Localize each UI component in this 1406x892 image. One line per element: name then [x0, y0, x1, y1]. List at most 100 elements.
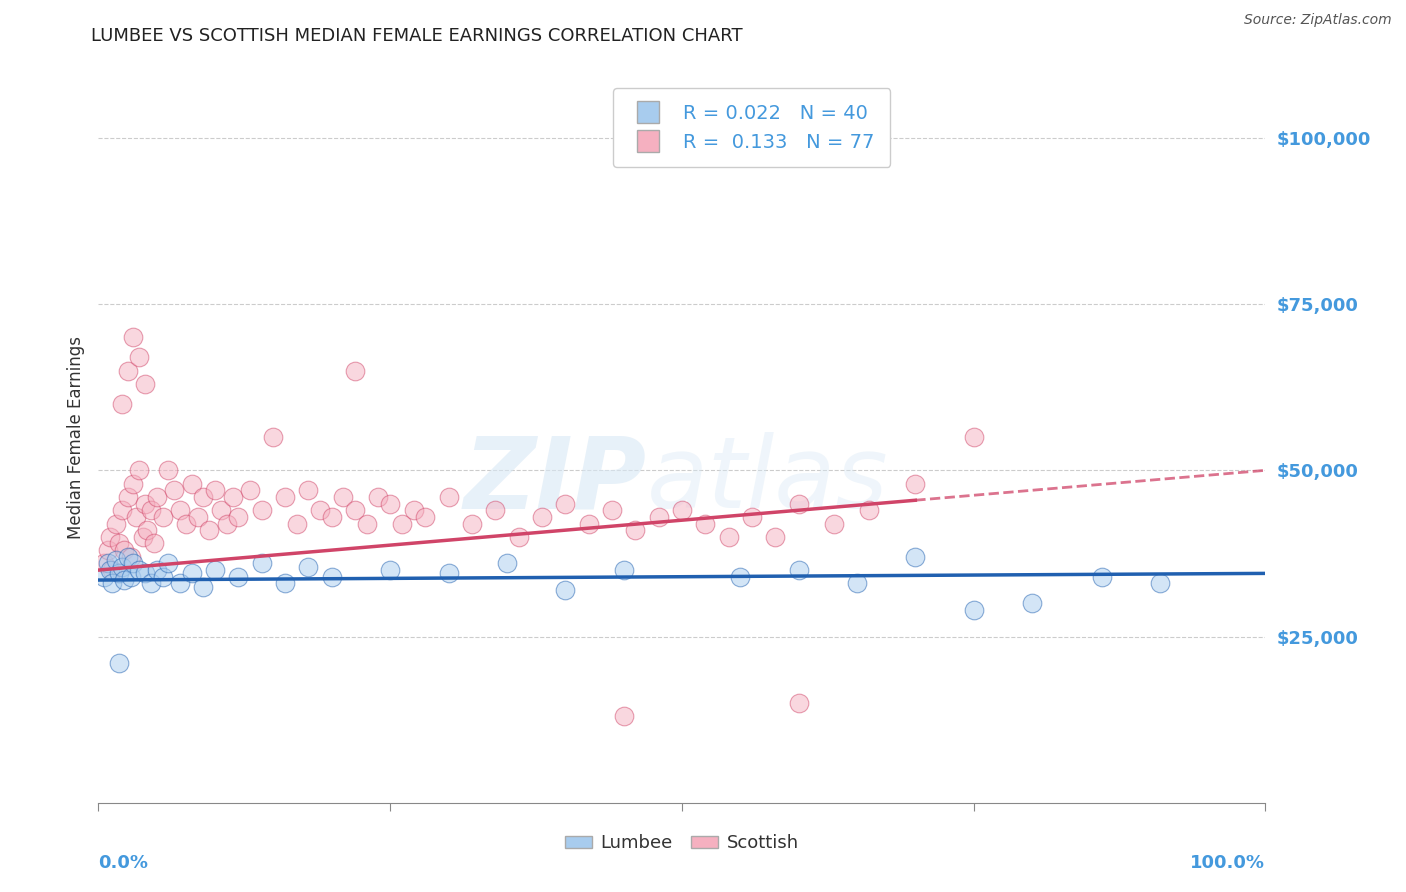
Point	[163, 483, 186, 498]
Point	[122, 330, 145, 344]
Text: 100.0%: 100.0%	[1191, 854, 1265, 872]
Point	[858, 503, 880, 517]
Point	[600, 503, 623, 517]
Point	[671, 503, 693, 517]
Point	[143, 536, 166, 550]
Point	[120, 549, 142, 564]
Point	[274, 490, 297, 504]
Point	[101, 563, 124, 577]
Point	[262, 430, 284, 444]
Point	[763, 530, 786, 544]
Point	[117, 363, 139, 377]
Point	[344, 363, 367, 377]
Point	[741, 509, 763, 524]
Point	[402, 503, 425, 517]
Point	[98, 563, 121, 577]
Point	[647, 509, 669, 524]
Point	[437, 566, 460, 581]
Point	[846, 576, 869, 591]
Point	[904, 476, 927, 491]
Point	[180, 566, 202, 581]
Point	[146, 563, 169, 577]
Point	[193, 490, 215, 504]
Point	[139, 503, 162, 517]
Point	[198, 523, 221, 537]
Point	[108, 656, 131, 670]
Point	[285, 516, 308, 531]
Point	[274, 576, 297, 591]
Point	[209, 503, 232, 517]
Point	[98, 530, 121, 544]
Point	[146, 490, 169, 504]
Point	[717, 530, 740, 544]
Point	[695, 516, 717, 531]
Point	[215, 516, 238, 531]
Point	[297, 559, 319, 574]
Point	[250, 557, 273, 571]
Point	[157, 557, 180, 571]
Point	[613, 709, 636, 723]
Point	[228, 570, 250, 584]
Point	[823, 516, 845, 531]
Point	[120, 570, 142, 584]
Point	[134, 376, 156, 391]
Point	[962, 430, 984, 444]
Point	[117, 490, 139, 504]
Point	[169, 503, 191, 517]
Y-axis label: Median Female Earnings: Median Female Earnings	[66, 335, 84, 539]
Point	[413, 509, 436, 524]
Point	[128, 351, 150, 365]
Point	[108, 536, 131, 550]
Point	[112, 543, 135, 558]
Point	[204, 483, 226, 498]
Point	[111, 559, 134, 574]
Text: atlas: atlas	[647, 433, 889, 530]
Point	[169, 576, 191, 591]
Point	[787, 696, 810, 710]
Point	[139, 576, 162, 591]
Point	[437, 490, 460, 504]
Point	[297, 483, 319, 498]
Point	[157, 463, 180, 477]
Point	[391, 516, 413, 531]
Point	[332, 490, 354, 504]
Text: LUMBEE VS SCOTTISH MEDIAN FEMALE EARNINGS CORRELATION CHART: LUMBEE VS SCOTTISH MEDIAN FEMALE EARNING…	[91, 27, 742, 45]
Point	[578, 516, 600, 531]
Point	[97, 557, 120, 571]
Point	[111, 503, 134, 517]
Point	[508, 530, 530, 544]
Point	[367, 490, 389, 504]
Point	[125, 509, 148, 524]
Point	[193, 580, 215, 594]
Text: ZIP: ZIP	[464, 433, 647, 530]
Point	[174, 516, 197, 531]
Point	[321, 509, 343, 524]
Point	[1021, 596, 1043, 610]
Point	[122, 557, 145, 571]
Point	[180, 476, 202, 491]
Point	[344, 503, 367, 517]
Point	[152, 570, 174, 584]
Point	[128, 463, 150, 477]
Point	[117, 549, 139, 564]
Point	[228, 509, 250, 524]
Point	[239, 483, 262, 498]
Point	[187, 509, 209, 524]
Point	[496, 557, 519, 571]
Point	[613, 563, 636, 577]
Point	[108, 566, 131, 581]
Point	[1091, 570, 1114, 584]
Point	[132, 530, 155, 544]
Point	[787, 563, 810, 577]
Point	[204, 563, 226, 577]
Point	[624, 523, 647, 537]
Point	[321, 570, 343, 584]
Point	[101, 576, 124, 591]
Point	[104, 516, 127, 531]
Point	[152, 509, 174, 524]
Point	[122, 476, 145, 491]
Point	[484, 503, 506, 517]
Point	[904, 549, 927, 564]
Point	[380, 497, 402, 511]
Point	[380, 563, 402, 577]
